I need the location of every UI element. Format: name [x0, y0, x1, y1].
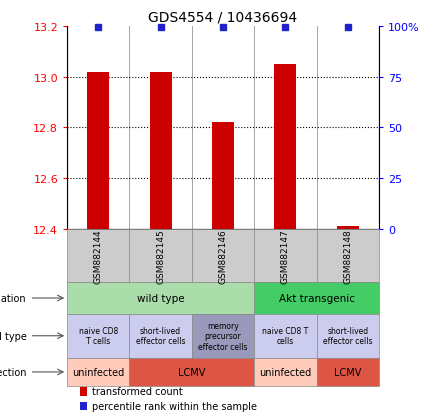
- Text: transformed count: transformed count: [92, 387, 183, 396]
- Bar: [129, 314, 192, 358]
- Text: Akt transgenic: Akt transgenic: [278, 293, 355, 303]
- Bar: [212, 123, 234, 229]
- Text: GSM882146: GSM882146: [219, 228, 227, 283]
- Bar: [254, 282, 379, 314]
- Text: naive CD8 T
cells: naive CD8 T cells: [262, 326, 308, 346]
- Bar: [254, 314, 317, 358]
- Text: wild type: wild type: [137, 293, 184, 303]
- Bar: [192, 314, 254, 358]
- Text: GSM882144: GSM882144: [94, 229, 103, 283]
- Title: GDS4554 / 10436694: GDS4554 / 10436694: [149, 10, 297, 24]
- Text: percentile rank within the sample: percentile rank within the sample: [92, 401, 257, 411]
- Bar: [87, 72, 109, 229]
- Bar: [317, 358, 379, 386]
- Text: genotype/variation: genotype/variation: [0, 293, 26, 303]
- Text: naive CD8
T cells: naive CD8 T cells: [79, 326, 118, 346]
- Text: GSM882148: GSM882148: [343, 228, 352, 283]
- Bar: [67, 358, 129, 386]
- Bar: [317, 314, 379, 358]
- Bar: [67, 282, 254, 314]
- Bar: [192, 229, 254, 282]
- Text: uninfected: uninfected: [259, 367, 311, 377]
- Text: short-lived
effector cells: short-lived effector cells: [136, 326, 185, 346]
- Text: short-lived
effector cells: short-lived effector cells: [323, 326, 372, 346]
- Text: GSM882147: GSM882147: [281, 228, 290, 283]
- Text: cell type: cell type: [0, 331, 26, 341]
- Bar: [275, 65, 296, 229]
- Text: infection: infection: [0, 367, 26, 377]
- Bar: [254, 358, 317, 386]
- Bar: [337, 227, 359, 229]
- Text: LCMV: LCMV: [178, 367, 206, 377]
- Bar: [150, 72, 171, 229]
- Bar: [80, 402, 87, 410]
- Text: LCMV: LCMV: [334, 367, 362, 377]
- Text: uninfected: uninfected: [72, 367, 124, 377]
- Bar: [129, 358, 254, 386]
- Text: GSM882145: GSM882145: [156, 228, 165, 283]
- Bar: [129, 229, 192, 282]
- Bar: [254, 229, 317, 282]
- Bar: [67, 314, 129, 358]
- Bar: [67, 229, 129, 282]
- Text: memory
precursor
effector cells: memory precursor effector cells: [198, 321, 248, 351]
- Bar: [80, 387, 87, 396]
- Bar: [317, 229, 379, 282]
